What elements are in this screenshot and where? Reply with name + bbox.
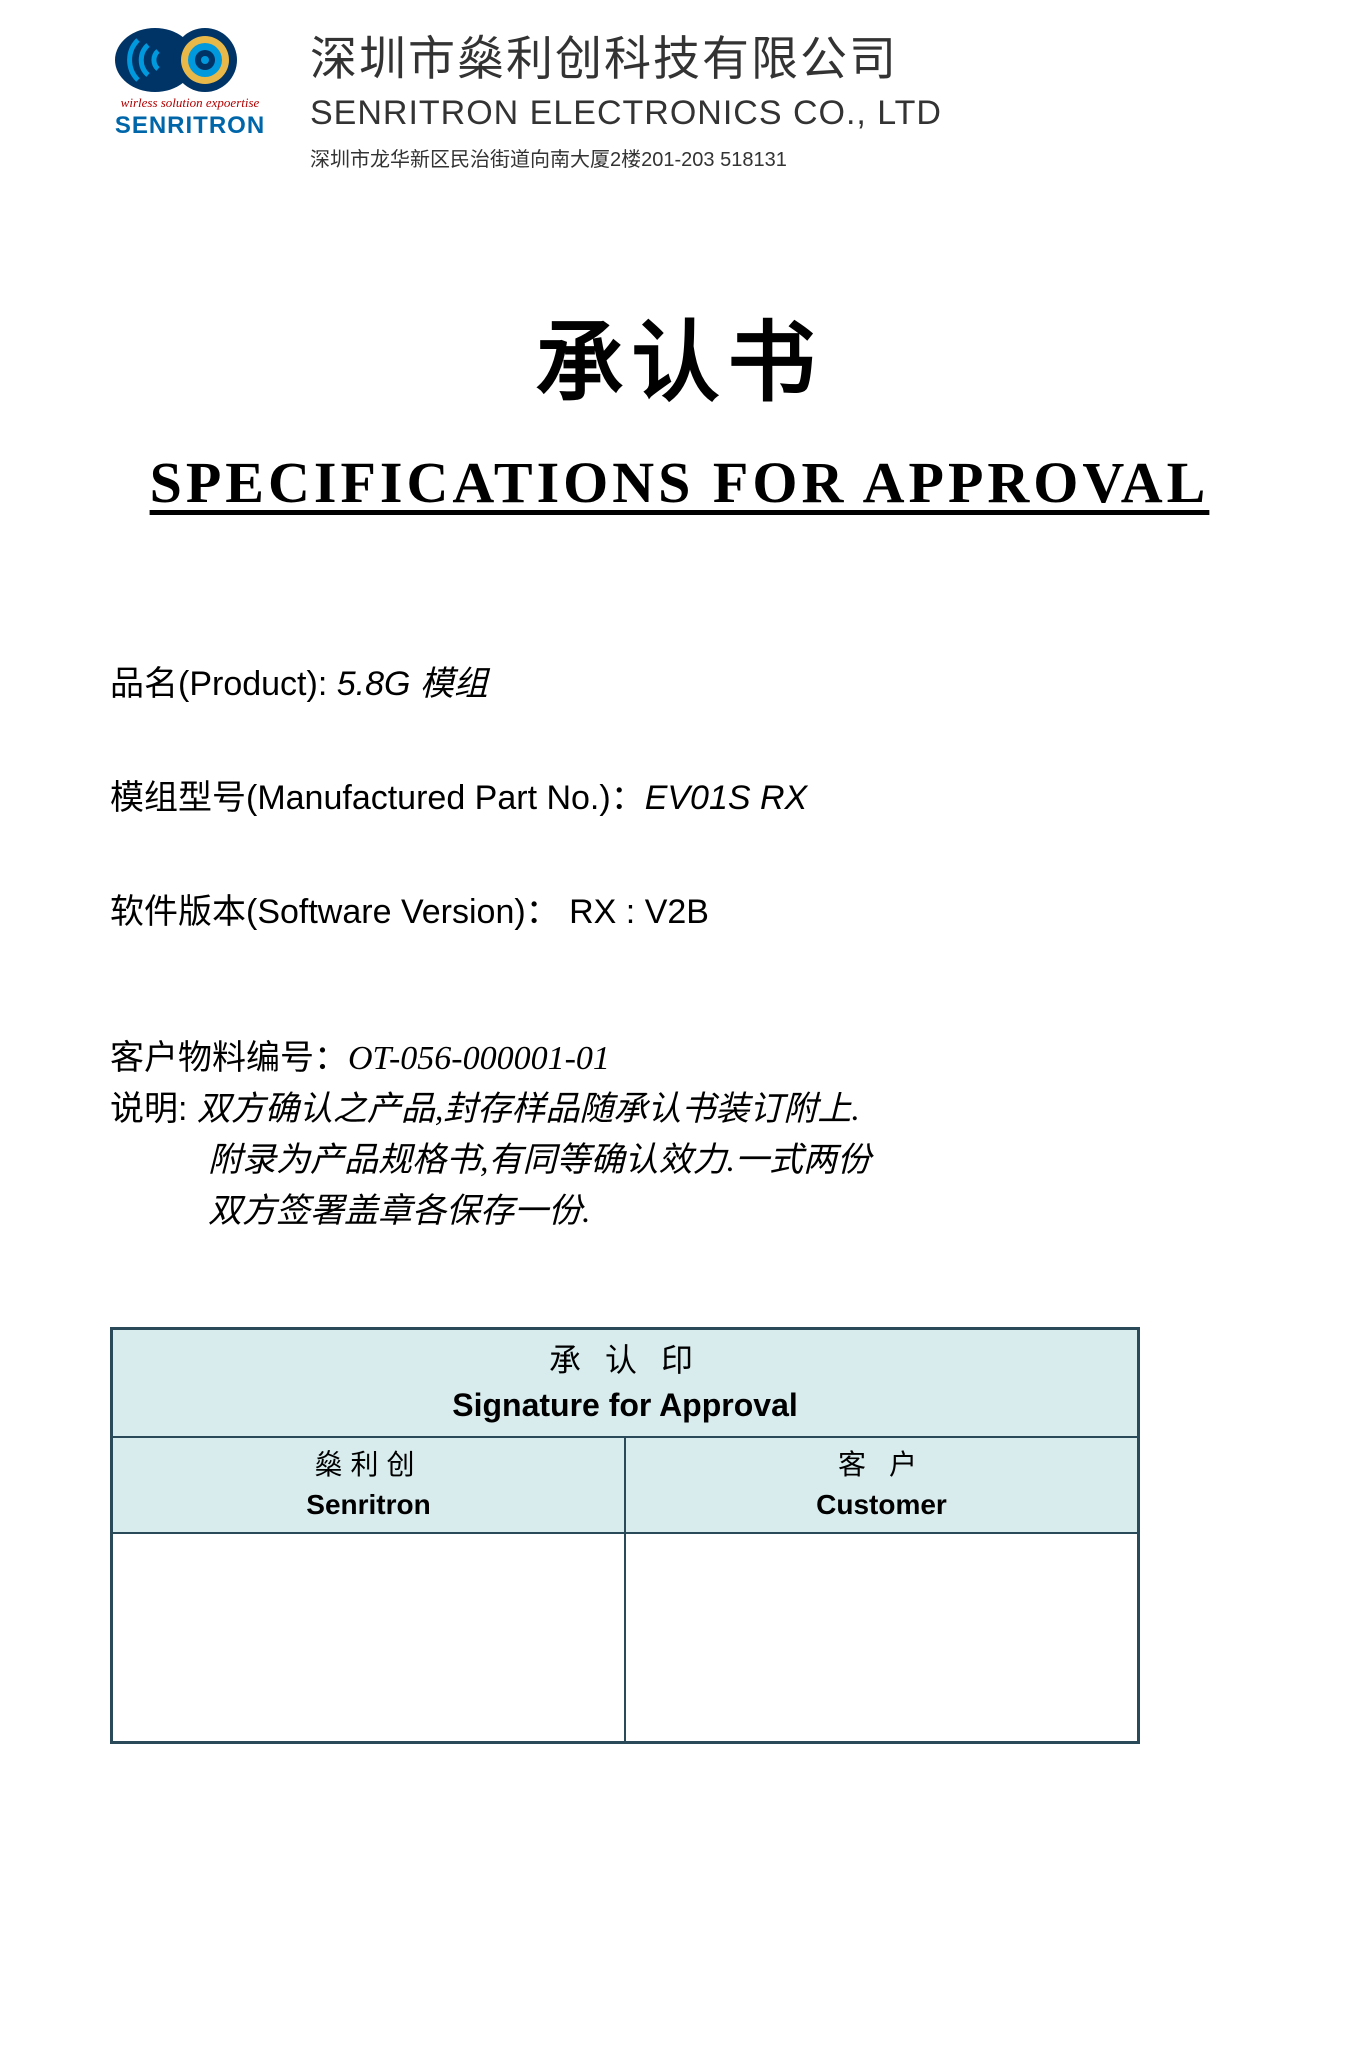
sig-box-left xyxy=(112,1533,626,1743)
fields-section: 品名(Product): 5.8G 模组 模组型号(Manufactured P… xyxy=(100,656,1259,933)
sw-version-label: 软件版本(Software Version)： xyxy=(110,893,560,931)
product-label: 品名(Product): xyxy=(110,665,337,703)
notes-section: 客户物料编号：OT-056-000001-01 说明: 双方确认之产品,封存样品… xyxy=(100,1033,1259,1237)
sig-header-cn: 承 认 印 xyxy=(123,1338,1127,1383)
sig-left-cn: 燊利创 xyxy=(123,1446,614,1485)
part-no-value: EV01S RX xyxy=(645,779,808,817)
sig-header: 承 认 印 Signature for Approval xyxy=(112,1329,1139,1437)
sig-right-cn: 客 户 xyxy=(636,1446,1127,1485)
part-no-label: 模组型号(Manufactured Part No.)： xyxy=(110,779,645,817)
sig-box-right xyxy=(625,1533,1139,1743)
signature-table: 承 认 印 Signature for Approval 燊利创 Senritr… xyxy=(110,1327,1140,1744)
desc-label: 说明: xyxy=(110,1090,197,1128)
sw-version-field: 软件版本(Software Version)： RX : V2B xyxy=(110,884,1259,933)
svg-text:SENRITRON: SENRITRON xyxy=(115,112,265,139)
title-cn: 承认书 xyxy=(100,292,1259,419)
desc-row-3: 双方签署盖章各保存一份. xyxy=(110,1186,1259,1237)
sig-left-en: Senritron xyxy=(123,1485,614,1524)
sig-left-header: 燊利创 Senritron xyxy=(112,1437,626,1533)
company-name-cn: 深圳市燊利创科技有限公司 xyxy=(310,20,1259,89)
desc-row-2: 附录为产品规格书,有同等确认效力.一式两份 xyxy=(110,1135,1259,1186)
customer-pn-value: OT-056-000001-01 xyxy=(348,1040,610,1077)
desc-row-1: 说明: 双方确认之产品,封存样品随承认书装订附上. xyxy=(110,1084,1259,1135)
title-en: SPECIFICATIONS FOR APPROVAL xyxy=(100,449,1259,516)
document-header: wirless solution expoertise SENRITRON 深圳… xyxy=(100,20,1259,172)
logo-icon: wirless solution expoertise SENRITRON xyxy=(100,25,280,145)
customer-pn-label: 客户物料编号： xyxy=(110,1039,348,1077)
company-info: 深圳市燊利创科技有限公司 SENRITRON ELECTRONICS CO., … xyxy=(310,20,1259,172)
sig-right-header: 客 户 Customer xyxy=(625,1437,1139,1533)
sw-version-value: RX : V2B xyxy=(560,893,709,931)
sig-header-en: Signature for Approval xyxy=(123,1383,1127,1428)
product-value: 5.8G 模组 xyxy=(337,665,488,703)
company-address: 深圳市龙华新区民治街道向南大厦2楼201-203 518131 xyxy=(310,143,1259,172)
sig-right-en: Customer xyxy=(636,1485,1127,1524)
svg-text:wirless solution expoertise: wirless solution expoertise xyxy=(121,95,260,110)
company-logo: wirless solution expoertise SENRITRON xyxy=(100,25,280,150)
company-name-en: SENRITRON ELECTRONICS CO., LTD xyxy=(310,94,1259,133)
part-no-field: 模组型号(Manufactured Part No.)：EV01S RX xyxy=(110,770,1259,819)
product-field: 品名(Product): 5.8G 模组 xyxy=(110,656,1259,705)
desc-line1: 双方确认之产品,封存样品随承认书装订附上. xyxy=(197,1091,860,1128)
customer-pn-row: 客户物料编号：OT-056-000001-01 xyxy=(110,1033,1259,1084)
